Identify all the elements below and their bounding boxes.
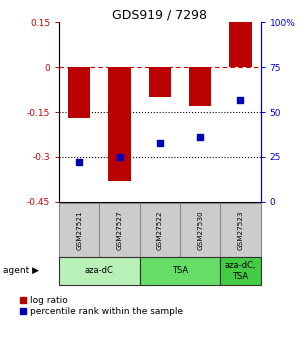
Point	[117, 154, 122, 160]
Point	[198, 135, 203, 140]
Bar	[220, 203, 261, 257]
Point	[238, 97, 243, 102]
Bar	[140, 257, 220, 285]
Bar	[59, 203, 99, 257]
Bar	[229, 22, 251, 67]
Bar	[108, 67, 131, 181]
Bar	[180, 203, 220, 257]
Text: GSM27521: GSM27521	[76, 210, 82, 249]
Bar	[68, 67, 90, 118]
Text: GSM27522: GSM27522	[157, 210, 163, 249]
Text: agent ▶: agent ▶	[3, 266, 39, 275]
Bar	[189, 67, 211, 106]
Bar	[149, 67, 171, 97]
Bar	[140, 203, 180, 257]
Text: aza-dC: aza-dC	[85, 266, 114, 275]
Text: aza-dC,
TSA: aza-dC, TSA	[225, 261, 256, 280]
Text: GSM27523: GSM27523	[238, 210, 243, 249]
Title: GDS919 / 7298: GDS919 / 7298	[112, 8, 207, 21]
Bar	[59, 257, 140, 285]
Text: GSM27530: GSM27530	[197, 210, 203, 249]
Point	[158, 140, 162, 145]
Text: TSA: TSA	[172, 266, 188, 275]
Bar	[220, 257, 261, 285]
Text: GSM27527: GSM27527	[117, 210, 122, 249]
Point	[77, 160, 82, 165]
Bar	[99, 203, 140, 257]
Legend: log ratio, percentile rank within the sample: log ratio, percentile rank within the sa…	[20, 296, 183, 316]
